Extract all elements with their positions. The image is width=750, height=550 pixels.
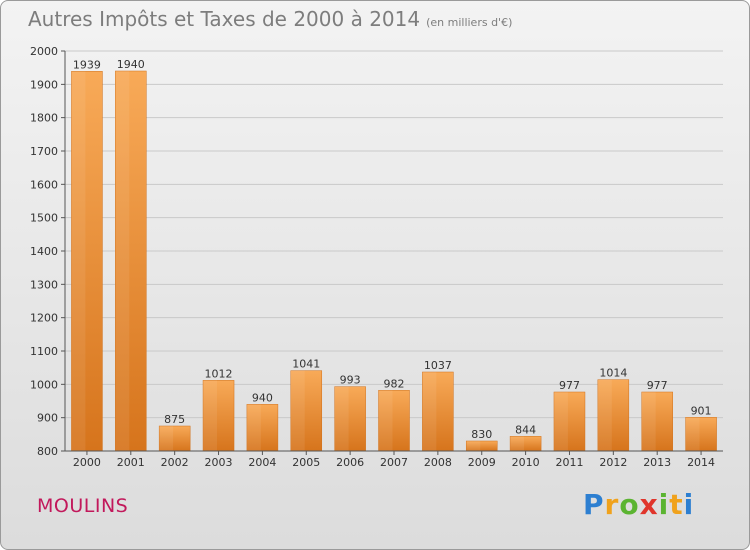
y-tick-label: 1900 bbox=[30, 78, 58, 91]
x-tick-label: 2011 bbox=[555, 456, 583, 469]
data-label: 830 bbox=[471, 428, 492, 441]
bar-2011 bbox=[553, 391, 586, 452]
x-tick-label: 2010 bbox=[512, 456, 540, 469]
data-label: 977 bbox=[559, 379, 580, 392]
x-tick-label: 2002 bbox=[161, 456, 189, 469]
y-tick-label: 1200 bbox=[30, 312, 58, 325]
title-text: Autres Impôts et Taxes de 2000 à 2014 bbox=[28, 7, 421, 31]
bar-highlight bbox=[466, 441, 481, 451]
x-tick-label: 2004 bbox=[248, 456, 276, 469]
data-label: 1014 bbox=[599, 367, 627, 380]
data-label: 1940 bbox=[117, 58, 145, 71]
x-tick-label: 2012 bbox=[599, 456, 627, 469]
x-tick-label: 2013 bbox=[643, 456, 671, 469]
data-label: 875 bbox=[164, 413, 185, 426]
x-tick-label: 2000 bbox=[73, 456, 101, 469]
y-tick-label: 1100 bbox=[30, 345, 58, 358]
bar-2013 bbox=[641, 391, 673, 452]
x-tick-label: 2006 bbox=[336, 456, 364, 469]
bar-2005 bbox=[290, 370, 323, 452]
x-tick-label: 2014 bbox=[687, 456, 715, 469]
bar-highlight bbox=[510, 436, 525, 451]
bar-highlight bbox=[378, 390, 393, 451]
y-tick-label: 1400 bbox=[30, 245, 58, 258]
proxiti-logo: Proxiti bbox=[583, 488, 695, 521]
bar-2006 bbox=[334, 386, 366, 452]
bar-2007 bbox=[378, 390, 410, 452]
bar-highlight bbox=[641, 392, 656, 451]
data-label: 982 bbox=[384, 377, 405, 390]
bar-highlight bbox=[71, 71, 86, 451]
bar-highlight bbox=[422, 372, 437, 451]
data-label: 1012 bbox=[205, 367, 233, 380]
y-tick-label: 1600 bbox=[30, 178, 58, 191]
bar-highlight bbox=[553, 392, 568, 451]
data-label: 1037 bbox=[424, 359, 452, 372]
data-label: 940 bbox=[252, 391, 273, 404]
bar-highlight bbox=[334, 386, 349, 451]
data-label: 977 bbox=[647, 379, 668, 392]
bar-2008 bbox=[422, 371, 454, 452]
y-tick-label: 1000 bbox=[30, 378, 58, 391]
x-tick-label: 2001 bbox=[117, 456, 145, 469]
data-label: 1041 bbox=[292, 358, 320, 371]
bar-highlight bbox=[246, 404, 261, 451]
bar-2014 bbox=[685, 417, 717, 452]
x-tick-label: 2008 bbox=[424, 456, 452, 469]
y-tick-label: 1300 bbox=[30, 278, 58, 291]
bar-highlight bbox=[685, 417, 700, 451]
bar-highlight bbox=[115, 71, 130, 451]
bar-2004 bbox=[246, 404, 279, 452]
x-tick-label: 2003 bbox=[205, 456, 233, 469]
y-tick-label: 800 bbox=[37, 445, 58, 458]
bar-highlight bbox=[203, 380, 217, 451]
bar-highlight bbox=[290, 370, 305, 451]
data-label: 844 bbox=[515, 423, 536, 436]
bar-highlight bbox=[159, 426, 174, 451]
data-label: 993 bbox=[340, 374, 361, 387]
bar-2012 bbox=[597, 379, 630, 452]
y-tick-label: 1700 bbox=[30, 145, 58, 158]
y-tick-label: 1500 bbox=[30, 212, 58, 225]
y-tick-label: 1800 bbox=[30, 112, 58, 125]
x-tick-label: 2009 bbox=[468, 456, 496, 469]
x-tick-label: 2007 bbox=[380, 456, 408, 469]
y-tick-label: 2000 bbox=[30, 45, 58, 58]
city-name: MOULINS bbox=[37, 495, 129, 517]
chart-title: Autres Impôts et Taxes de 2000 à 2014 (en… bbox=[28, 7, 512, 31]
bar-2003 bbox=[202, 380, 235, 452]
data-label: 901 bbox=[691, 404, 712, 417]
unit-label: (en milliers d'€) bbox=[426, 16, 513, 29]
data-label: 1939 bbox=[73, 58, 101, 71]
y-tick-label: 900 bbox=[37, 412, 58, 425]
bar-highlight bbox=[597, 379, 612, 451]
x-tick-label: 2005 bbox=[292, 456, 320, 469]
